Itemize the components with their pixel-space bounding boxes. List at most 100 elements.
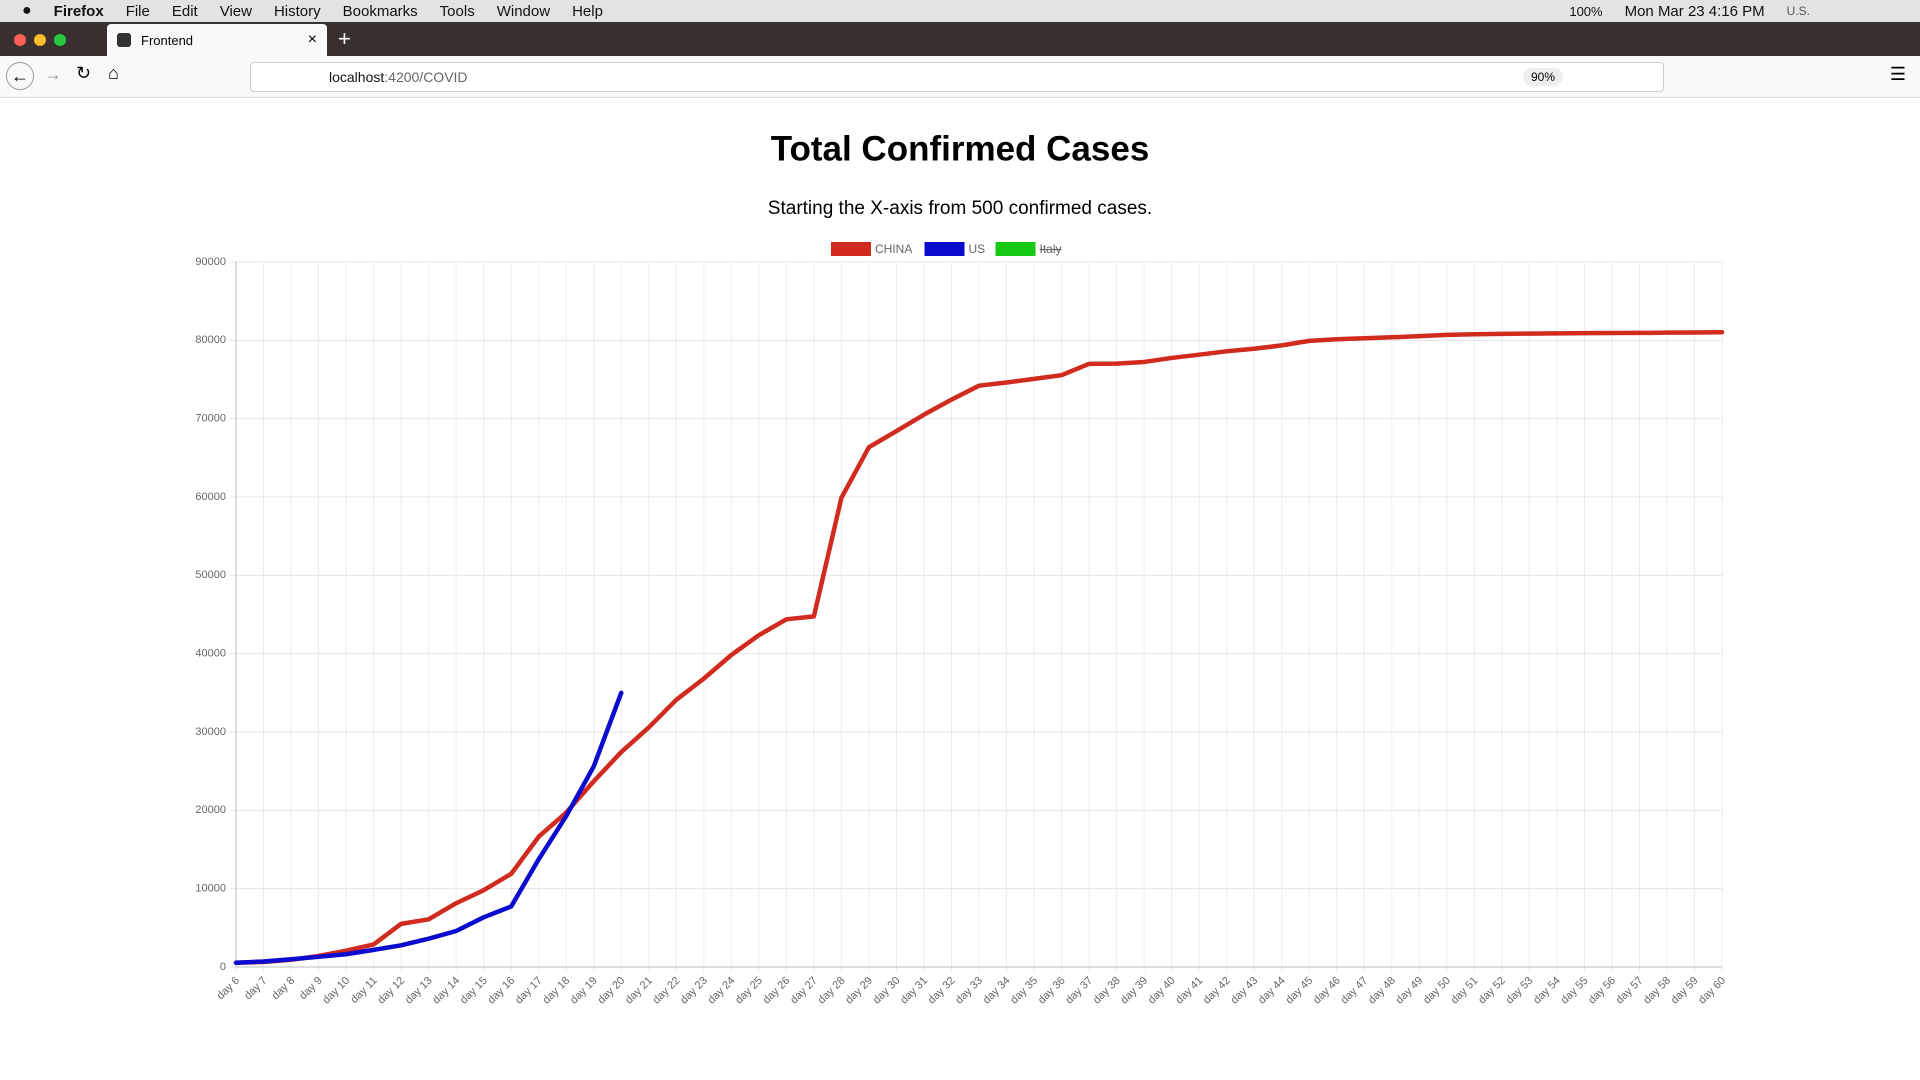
maximize-window[interactable] (54, 34, 66, 46)
x-tick-label: day 59 (1669, 975, 1701, 1007)
y-tick-label: 40000 (195, 648, 226, 660)
legend-label: Italy (1040, 242, 1062, 256)
x-tick-label: day 6 (215, 975, 243, 1003)
x-tick-label: day 45 (1284, 975, 1316, 1007)
menu[interactable]: File (125, 2, 150, 20)
x-tick-label: day 17 (513, 975, 545, 1007)
x-tick-label: day 18 (541, 975, 573, 1007)
minimize-window[interactable] (34, 34, 46, 46)
menu-button[interactable]: ☰ (1889, 64, 1906, 84)
url-path: :4200/COVID (384, 69, 468, 85)
x-tick-label: day 49 (1394, 975, 1426, 1007)
x-tick-label: day 56 (1586, 975, 1618, 1007)
x-tick-label: day 46 (1311, 975, 1343, 1007)
close-tab[interactable]: × (307, 31, 317, 48)
x-tick-label: day 26 (761, 975, 793, 1007)
locale[interactable]: U.S. (1786, 4, 1810, 18)
x-tick-label: day 42 (1201, 975, 1233, 1007)
x-tick-label: day 60 (1696, 975, 1728, 1007)
menu[interactable]: View (219, 2, 252, 20)
y-tick-label: 70000 (195, 413, 226, 425)
new-tab[interactable]: + (338, 26, 351, 51)
close-window[interactable] (14, 34, 26, 46)
x-tick-label: day 30 (871, 975, 903, 1007)
y-tick-label: 20000 (195, 804, 226, 816)
x-tick-label: day 22 (651, 975, 683, 1007)
apple-icon[interactable]: ● (22, 2, 32, 19)
reload-button[interactable]: ↻ (76, 63, 92, 83)
x-tick-label: day 23 (678, 975, 710, 1007)
x-tick-label: day 40 (1146, 975, 1178, 1007)
series-line (233, 690, 624, 966)
x-tick-label: day 8 (270, 975, 298, 1003)
x-tick-label: day 29 (843, 975, 875, 1007)
url-host: localhost (329, 69, 385, 85)
legend-label: US (969, 242, 986, 256)
x-tick-label: day 25 (733, 975, 765, 1007)
series-line (233, 329, 1725, 965)
menu[interactable]: Edit (171, 2, 198, 20)
menu[interactable]: Help (572, 2, 603, 20)
x-tick-label: day 58 (1641, 975, 1673, 1007)
y-tick-label: 90000 (195, 256, 226, 268)
chart-title: Total Confirmed Cases (771, 129, 1150, 168)
tab[interactable]: Frontend × (107, 24, 327, 56)
x-tick-label: day 44 (1256, 975, 1288, 1007)
x-tick-label: day 53 (1504, 975, 1536, 1007)
legend-swatch (995, 242, 1036, 256)
menubar: ● Firefox File Edit View History Bookmar… (0, 0, 1920, 22)
x-tick-label: day 50 (1421, 975, 1453, 1007)
x-tick-label: day 31 (898, 975, 930, 1007)
x-tick-label: day 47 (1339, 975, 1371, 1007)
favicon (117, 33, 131, 47)
zoom-indicator[interactable]: 90% (1522, 68, 1563, 86)
y-tick-label: 10000 (195, 883, 226, 895)
x-tick-label: day 35 (1008, 975, 1040, 1007)
y-tick-label: 50000 (195, 569, 226, 581)
x-tick-label: day 41 (1173, 975, 1205, 1007)
forward-button[interactable]: → (44, 64, 62, 84)
legend-swatch (924, 242, 965, 256)
x-tick-label: day 54 (1531, 975, 1563, 1007)
x-tick-label: day 11 (348, 975, 379, 1006)
x-tick-label: day 52 (1476, 975, 1508, 1007)
legend-label: CHINA (875, 242, 912, 256)
home-button[interactable]: ⌂ (108, 63, 119, 83)
y-tick-label: 60000 (195, 491, 226, 503)
clock[interactable]: Mon Mar 23 4:16 PM (1624, 2, 1765, 20)
x-tick-label: day 51 (1449, 975, 1481, 1007)
x-tick-label: day 57 (1614, 975, 1646, 1007)
battery[interactable]: 100% (1569, 3, 1603, 19)
chart-subtitle: Starting the X-axis from 500 confirmed c… (768, 198, 1152, 219)
y-tick-label: 80000 (195, 334, 226, 346)
menu[interactable]: Window (496, 2, 551, 20)
x-tick-label: day 27 (788, 975, 820, 1007)
y-tick-label: 0 (220, 961, 226, 973)
url-bar[interactable]: localhost:4200/COVID 90% (250, 62, 1664, 92)
x-tick-label: day 24 (706, 975, 738, 1007)
x-tick-label: day 33 (953, 975, 985, 1007)
y-tick-label: 30000 (195, 726, 226, 738)
x-tick-label: day 34 (981, 975, 1013, 1007)
x-tick-label: day 10 (320, 975, 352, 1007)
x-tick-label: day 48 (1366, 975, 1398, 1007)
x-tick-label: day 37 (1063, 975, 1095, 1007)
x-tick-label: day 19 (568, 975, 600, 1007)
menu[interactable]: Tools (439, 2, 475, 20)
menu[interactable]: Bookmarks (342, 2, 418, 20)
tab-title: Frontend (141, 32, 194, 48)
menu[interactable]: History (273, 2, 321, 20)
x-tick-label: day 43 (1228, 975, 1260, 1007)
x-tick-label: day 7 (242, 975, 270, 1003)
app-name[interactable]: Firefox (53, 2, 104, 20)
x-tick-label: day 28 (816, 975, 848, 1007)
back-button[interactable]: ← (6, 62, 34, 90)
x-tick-label: day 20 (596, 975, 628, 1007)
x-tick-label: day 32 (926, 975, 958, 1007)
x-tick-label: day 12 (375, 975, 407, 1007)
x-tick-label: day 39 (1118, 975, 1150, 1007)
x-tick-label: day 38 (1091, 975, 1123, 1007)
